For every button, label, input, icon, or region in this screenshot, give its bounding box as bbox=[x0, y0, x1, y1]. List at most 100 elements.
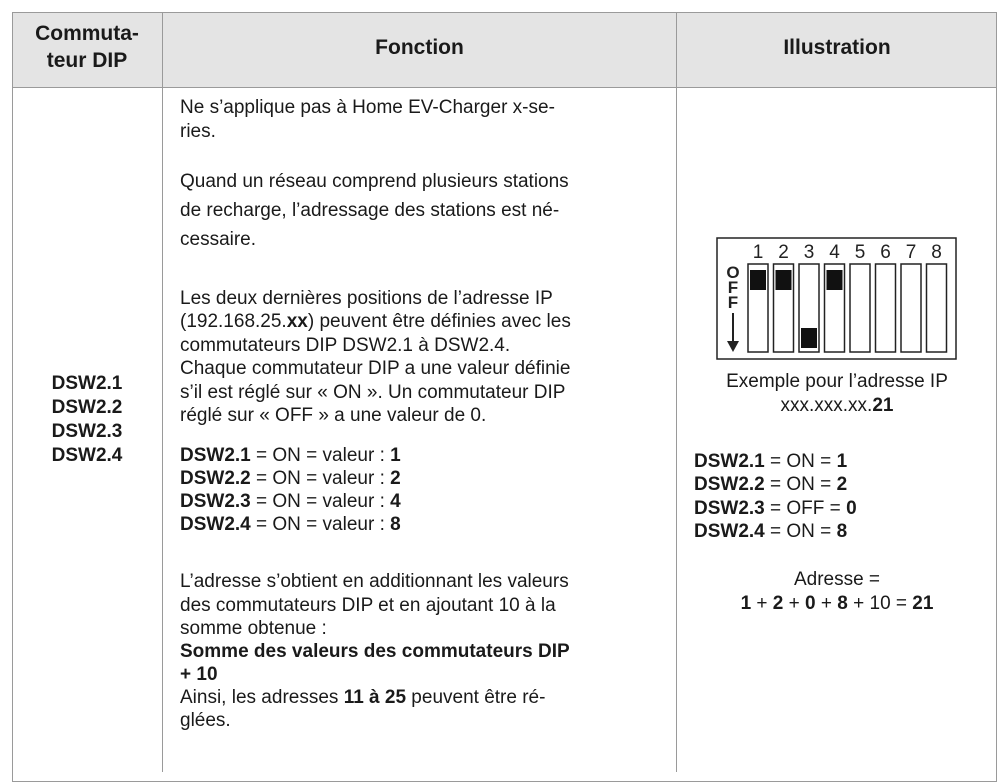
dip-number: 8 bbox=[931, 242, 942, 263]
text-line: DSW2.4 = ON = valeur : 8 bbox=[180, 513, 401, 537]
dip-slot bbox=[849, 263, 871, 353]
switch-name: DSW2.2 bbox=[51, 397, 123, 418]
text: peuvent être ré- bbox=[406, 687, 546, 708]
text-bold: 8 bbox=[837, 593, 848, 614]
text-bold: 2 bbox=[772, 593, 784, 614]
text-line: commutateurs DIP DSW2.1 à DSW2.4. bbox=[180, 335, 511, 356]
header-text: Illustration bbox=[783, 36, 891, 59]
text-bold: DSW2.3 bbox=[694, 498, 765, 519]
text-line: réglé sur « OFF » a une valeur de 0. bbox=[180, 405, 487, 426]
dip-knob bbox=[750, 270, 766, 290]
dip-number: 3 bbox=[804, 242, 815, 263]
text: = ON = bbox=[764, 521, 837, 542]
text: ) peuvent être définies avec les bbox=[307, 311, 571, 332]
text: = ON = bbox=[764, 451, 837, 472]
dip-number: 2 bbox=[778, 242, 789, 263]
text-bold: 8 bbox=[390, 514, 401, 535]
text-bold: DSW2.1 bbox=[694, 451, 765, 472]
text-line: L’adresse s’obtient en additionnant les … bbox=[180, 571, 569, 592]
dip-number: 5 bbox=[855, 242, 866, 263]
text-bold: 8 bbox=[836, 521, 848, 542]
text-bold: 4 bbox=[390, 491, 401, 512]
caption: Exemple pour l’adresse IP bbox=[726, 371, 948, 392]
header-text: Fonction bbox=[375, 36, 464, 59]
text-line: somme obtenue : bbox=[180, 618, 327, 639]
col-divider bbox=[676, 12, 677, 772]
text-line: DSW2.3 = ON = valeur : 4 bbox=[180, 490, 401, 514]
text: = ON = valeur : bbox=[250, 468, 391, 489]
text-line: ries. bbox=[180, 121, 216, 142]
text-line: Ainsi, les adresses 11 à 25 peuvent être… bbox=[180, 686, 545, 710]
text-line: Les deux dernières positions de l’adress… bbox=[180, 288, 553, 309]
dip-knob bbox=[801, 328, 817, 348]
header-row bbox=[12, 12, 997, 88]
text-bold: xx bbox=[286, 311, 308, 332]
dip-number: 4 bbox=[829, 242, 840, 263]
text-line: de recharge, l’adressage des stations es… bbox=[180, 200, 560, 221]
text-line: + 10 bbox=[180, 664, 218, 685]
dip-number: 7 bbox=[906, 242, 917, 263]
text: Ainsi, les adresses bbox=[180, 687, 344, 708]
text-line: DSW2.2 = ON = valeur : 2 bbox=[180, 467, 401, 491]
text-bold: DSW2.4 bbox=[180, 514, 251, 535]
text: = ON = valeur : bbox=[250, 491, 391, 512]
switch-name: DSW2.1 bbox=[51, 373, 123, 394]
setting-line: DSW2.1 = ON = 1 bbox=[694, 450, 847, 474]
setting-line: DSW2.4 = ON = 8 bbox=[694, 520, 847, 544]
text-bold: 21 bbox=[912, 593, 934, 614]
caption: xxx.xxx.xx.21 bbox=[677, 394, 997, 418]
text-line: (192.168.25.xx) peuvent être définies av… bbox=[180, 310, 571, 334]
off-label: OFF bbox=[724, 263, 743, 308]
dip-slot bbox=[874, 263, 897, 353]
dip-knob bbox=[826, 270, 843, 290]
text-bold: 2 bbox=[390, 468, 401, 489]
text-bold: DSW2.1 bbox=[180, 445, 251, 466]
text-bold: 1 bbox=[836, 451, 848, 472]
text-line: Somme des valeurs des commutateurs DIP bbox=[180, 641, 570, 662]
text-bold: 11 à 25 bbox=[343, 687, 407, 708]
text: + bbox=[751, 593, 773, 614]
sum-label: Adresse = bbox=[793, 569, 881, 590]
text-bold: 0 bbox=[805, 593, 816, 614]
text: + 10 = bbox=[847, 593, 913, 614]
dip-number: 1 bbox=[753, 242, 764, 263]
text-line: Quand un réseau comprend plusieurs stati… bbox=[180, 171, 569, 192]
dip-slot bbox=[925, 263, 948, 353]
switch-name: DSW2.4 bbox=[51, 445, 123, 466]
col-divider bbox=[162, 12, 163, 772]
text: + bbox=[783, 593, 806, 614]
header-text: Commuta- bbox=[35, 22, 139, 45]
text-bold: 21 bbox=[872, 395, 894, 416]
text-bold: DSW2.3 bbox=[180, 491, 251, 512]
text-line: DSW2.1 = ON = valeur : 1 bbox=[180, 444, 401, 468]
text: (192.168.25. bbox=[180, 311, 287, 332]
text: xxx.xxx.xx. bbox=[780, 395, 873, 416]
header-text: teur DIP bbox=[46, 49, 128, 72]
text: = ON = valeur : bbox=[250, 514, 391, 535]
text: = ON = bbox=[764, 474, 837, 495]
switch-name: DSW2.3 bbox=[51, 421, 123, 442]
dip-knob bbox=[775, 270, 792, 290]
text-bold: 1 bbox=[740, 593, 752, 614]
text-line: des commutateurs DIP et en ajoutant 10 à… bbox=[180, 595, 556, 616]
text-bold: DSW2.2 bbox=[694, 474, 765, 495]
text: + bbox=[815, 593, 838, 614]
text-line: cessaire. bbox=[180, 229, 257, 250]
arrow-head bbox=[727, 341, 739, 352]
text-bold: DSW2.4 bbox=[694, 521, 765, 542]
setting-line: DSW2.3 = OFF = 0 bbox=[694, 497, 857, 521]
text-bold: 2 bbox=[836, 474, 848, 495]
setting-line: DSW2.2 = ON = 2 bbox=[694, 473, 847, 497]
text-line: glées. bbox=[180, 710, 231, 731]
text-bold: 0 bbox=[846, 498, 857, 519]
sum-line: 1 + 2 + 0 + 8 + 10 = 21 bbox=[677, 592, 997, 616]
text-bold: 1 bbox=[390, 445, 401, 466]
text-line: s’il est réglé sur « ON ». Un commutateu… bbox=[180, 382, 566, 403]
text: = ON = valeur : bbox=[250, 445, 391, 466]
text-line: Chaque commutateur DIP a une valeur défi… bbox=[180, 358, 571, 379]
dip-slot bbox=[900, 263, 922, 353]
dip-number: 6 bbox=[880, 242, 891, 263]
text-bold: DSW2.2 bbox=[180, 468, 251, 489]
